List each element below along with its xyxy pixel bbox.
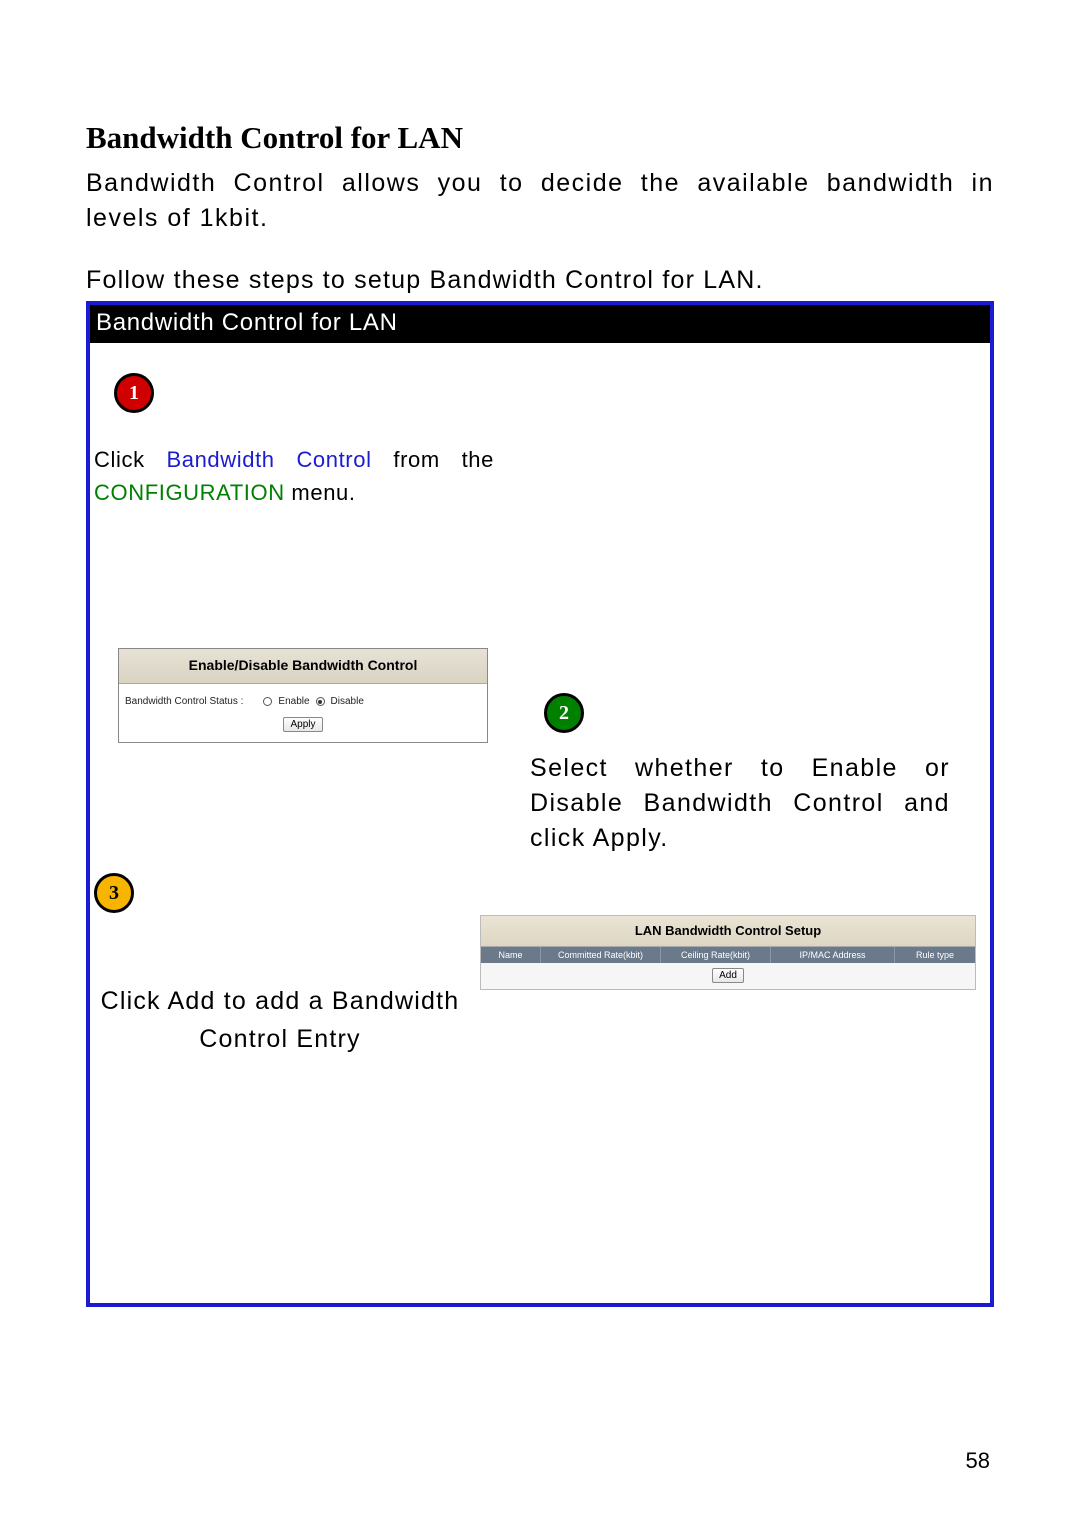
steps-box-body: 1 Click Bandwidth Control from the CONFI… (90, 343, 990, 1303)
follow-paragraph: Follow these steps to setup Bandwidth Co… (86, 266, 994, 295)
enable-radio[interactable] (263, 697, 272, 706)
disable-radio-label: Disable (331, 696, 364, 707)
section-title: Bandwidth Control for LAN (86, 120, 994, 156)
step-2-text: Select whether to Enable or Disable Band… (530, 751, 950, 856)
col-name: Name (481, 947, 541, 963)
step-1-badge: 1 (114, 373, 154, 413)
word-menu: menu. (285, 480, 356, 505)
intro-paragraph: Bandwidth Control allows you to decide t… (86, 166, 994, 236)
word-configuration: CONFIGURATION (94, 480, 285, 505)
word-the: the (462, 443, 494, 476)
lan-setup-panel-header: LAN Bandwidth Control Setup (481, 916, 975, 947)
enable-disable-panel: Enable/Disable Bandwidth Control Bandwid… (118, 648, 488, 743)
steps-box: Bandwidth Control for LAN 1 Click Bandwi… (86, 301, 994, 1307)
enable-disable-panel-header: Enable/Disable Bandwidth Control (119, 649, 487, 684)
steps-box-header: Bandwidth Control for LAN (90, 305, 990, 343)
step-3-text: Click Add to add a Bandwidth Control Ent… (90, 983, 470, 1058)
step-2-badge: 2 (544, 693, 584, 733)
col-committed-rate: Committed Rate(kbit) (541, 947, 661, 963)
col-ceiling-rate: Ceiling Rate(kbit) (661, 947, 771, 963)
disable-radio[interactable] (316, 697, 325, 706)
word-control: Control (296, 443, 371, 476)
word-click: Click (94, 443, 145, 476)
bandwidth-status-label: Bandwidth Control Status : (125, 696, 243, 707)
col-ip-mac: IP/MAC Address (771, 947, 895, 963)
word-bandwidth: Bandwidth (166, 443, 274, 476)
add-button[interactable]: Add (712, 968, 744, 983)
lan-setup-table-header: Name Committed Rate(kbit) Ceiling Rate(k… (481, 947, 975, 963)
apply-button[interactable]: Apply (283, 717, 322, 732)
col-rule-type: Rule type (895, 947, 975, 963)
enable-radio-label: Enable (278, 696, 309, 707)
step-1-text: Click Bandwidth Control from the CONFIGU… (94, 443, 494, 509)
word-from: from (393, 443, 439, 476)
page-number: 58 (966, 1448, 990, 1474)
lan-setup-panel: LAN Bandwidth Control Setup Name Committ… (480, 915, 976, 990)
step-3-badge: 3 (94, 873, 134, 913)
